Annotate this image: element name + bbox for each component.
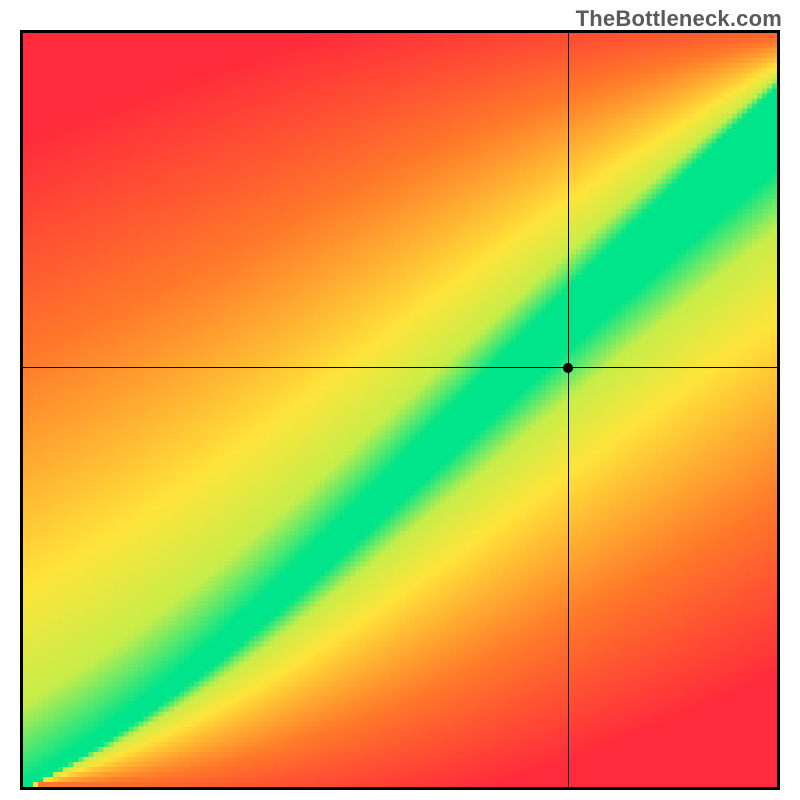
bottleneck-heatmap bbox=[23, 33, 777, 787]
crosshair-vertical bbox=[568, 33, 569, 787]
crosshair-marker-dot bbox=[563, 363, 573, 373]
crosshair-horizontal bbox=[23, 367, 777, 368]
watermark-text: TheBottleneck.com bbox=[576, 6, 782, 32]
chart-container: TheBottleneck.com bbox=[0, 0, 800, 800]
